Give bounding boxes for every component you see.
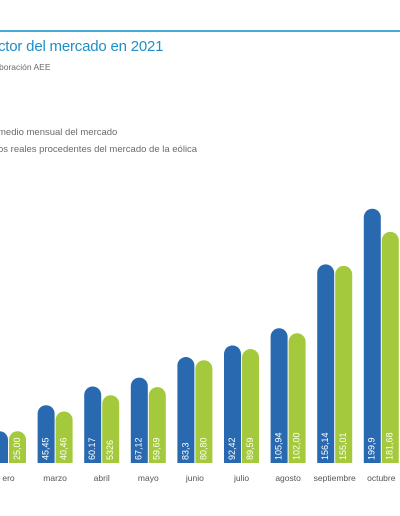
- bar-value-label: 181,68: [385, 432, 395, 460]
- bar-value-label: 102,00: [291, 432, 301, 460]
- bar-green-3: [148, 387, 166, 463]
- category-label: marzo: [43, 473, 67, 483]
- bar-value-label: 83,3: [180, 442, 190, 460]
- chart-title: ctor del mercado en 2021: [0, 38, 164, 55]
- bar-blue-3: [130, 377, 148, 463]
- bar-value-label: 60.17: [87, 437, 97, 460]
- bar-green-4: [195, 360, 213, 463]
- bar-green-1: [55, 411, 73, 463]
- category-label: junio: [185, 473, 204, 483]
- bar-value-label: 156,14: [320, 432, 330, 460]
- bar-value-label: 105,94: [273, 432, 283, 460]
- bar-green-2: [102, 395, 120, 463]
- category-label: ero: [2, 473, 15, 483]
- bar-blue-5: [224, 345, 241, 463]
- category-label: septiembre: [314, 473, 356, 483]
- bar-green-6: [288, 333, 306, 463]
- bar-value-label: 80,80: [198, 437, 208, 460]
- bar-value-label: 25,00: [12, 437, 22, 460]
- bar-blue-4: [177, 357, 195, 463]
- legend-entry-green: os reales procedentes del mercado de la …: [0, 144, 198, 155]
- bar-blue-8: [363, 208, 381, 463]
- bar-blue-1: [37, 405, 55, 463]
- bar-green-5: [242, 349, 259, 463]
- bar-value-label: 199,9: [367, 437, 377, 460]
- bar-value-label: 5326: [105, 440, 115, 460]
- bar-value-label: 89,59: [245, 437, 255, 460]
- category-label: mayo: [138, 473, 159, 483]
- legend-entry-blue: medio mensual del mercado: [0, 127, 118, 138]
- bar-blue-0: [0, 431, 8, 463]
- bar-value-label: 155,01: [338, 432, 348, 460]
- top-rule: [0, 30, 400, 32]
- bar-blue-7: [317, 264, 335, 463]
- bar-green-0: [9, 431, 26, 463]
- bar-green-8: [381, 231, 399, 463]
- bar-value-label: 92,42: [227, 437, 237, 460]
- category-label: agosto: [275, 473, 301, 483]
- bar-value-label: 40,46: [58, 437, 68, 460]
- bar-value-label: 59,69: [152, 437, 162, 460]
- chart-source: boración AEE: [0, 62, 51, 72]
- category-label: abril: [94, 473, 110, 483]
- bar-value-label: 45,45: [40, 437, 50, 460]
- category-label: octubre: [367, 473, 396, 483]
- bar-blue-6: [270, 328, 288, 463]
- bar-value-label: 67,12: [134, 437, 144, 460]
- bar-blue-2: [84, 386, 102, 463]
- bar-green-7: [335, 265, 353, 463]
- category-label: julio: [233, 473, 249, 483]
